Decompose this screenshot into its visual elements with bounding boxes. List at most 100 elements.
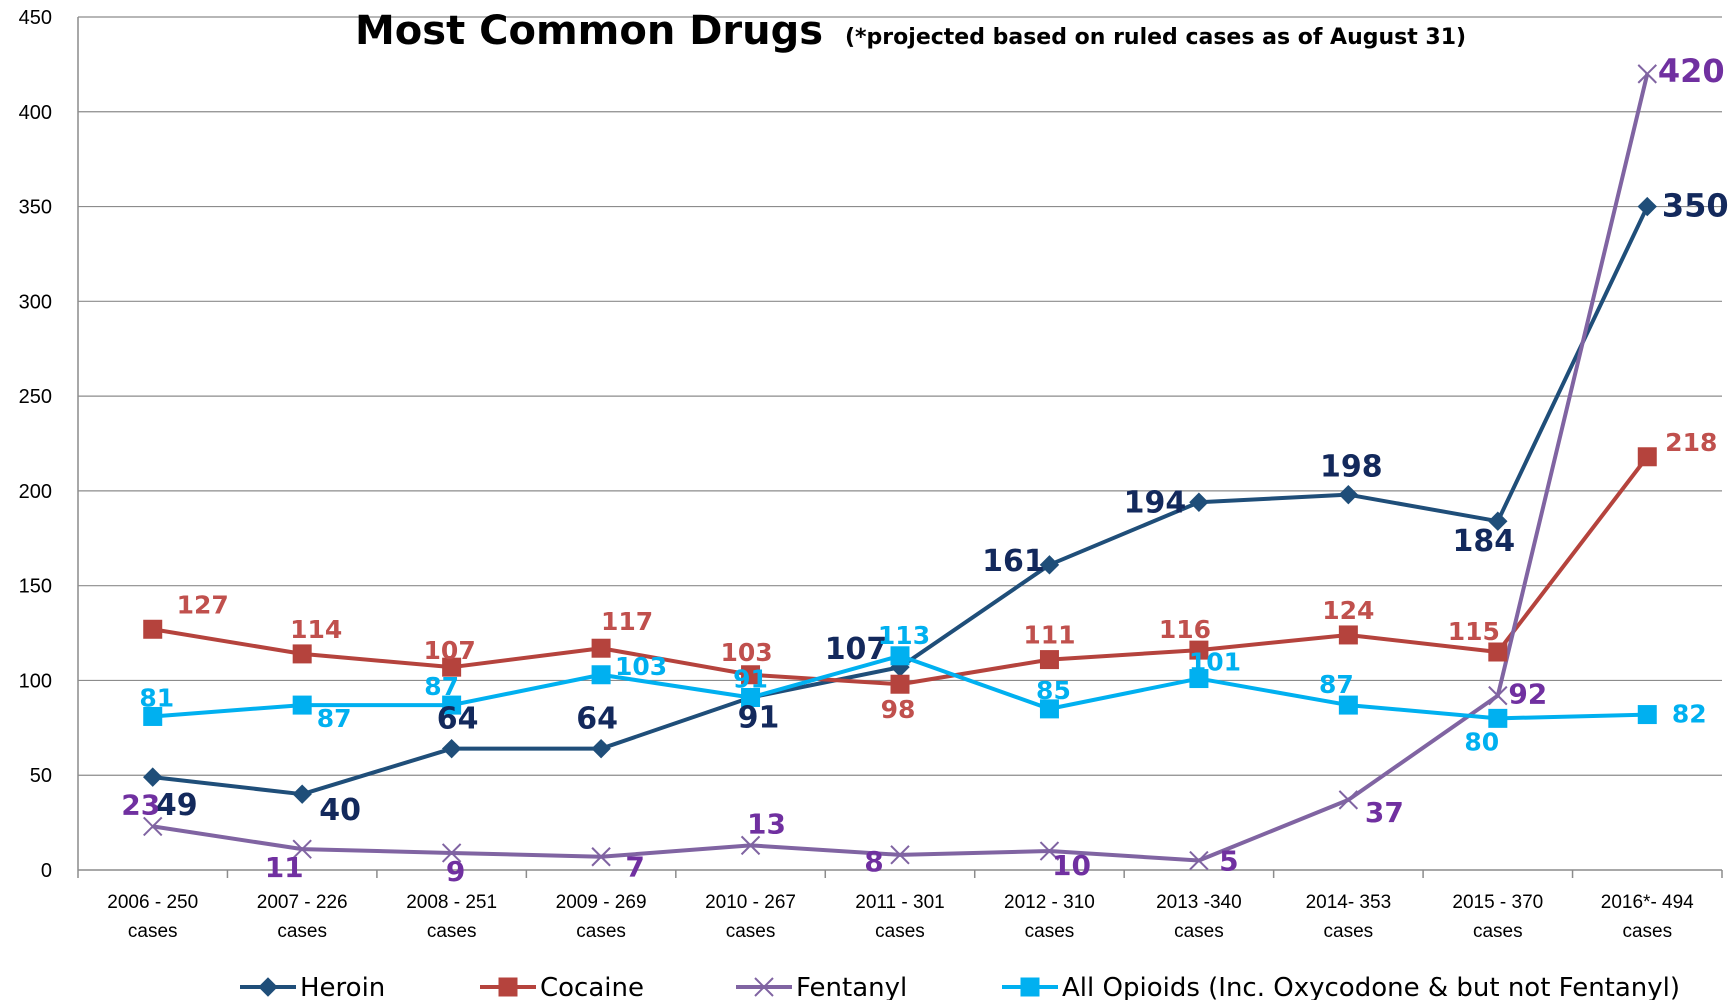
data-label-all: 87 — [1319, 670, 1354, 699]
data-label-all: 103 — [615, 652, 667, 681]
legend: Heroin Cocaine Fentanyl All Opioids (Inc. O… — [240, 973, 1680, 1000]
data-point-heroin — [1189, 492, 1209, 512]
data-point-cocaine — [1637, 447, 1657, 467]
data-point-cocaine — [292, 644, 312, 664]
x-tick-label: cases — [427, 921, 477, 942]
legend-marker — [754, 977, 774, 997]
data-label-cocaine: 115 — [1448, 617, 1500, 646]
data-label-heroin: 64 — [437, 702, 479, 737]
data-point-fentanyl — [1039, 841, 1060, 861]
data-label-heroin: 40 — [319, 793, 361, 828]
x-tick-label: cases — [128, 921, 178, 942]
data-point-all — [143, 706, 163, 726]
data-label-cocaine: 114 — [290, 615, 342, 644]
x-tick-label: cases — [1473, 921, 1523, 942]
y-tick-label: 300 — [19, 291, 52, 313]
y-tick-label: 400 — [19, 102, 52, 124]
data-label-heroin: 107 — [825, 632, 888, 667]
legend-marker — [258, 977, 278, 997]
series-lines — [152, 73, 1650, 863]
data-point-all — [1338, 695, 1358, 715]
data-point-cocaine — [1338, 625, 1358, 645]
data-point-heroin — [1039, 555, 1060, 575]
x-tick-label: 2009 - 269 — [556, 892, 647, 913]
data-point-cocaine — [1039, 650, 1059, 670]
data-label-fentanyl: 10 — [1052, 849, 1091, 882]
data-label-fentanyl: 5 — [1219, 845, 1238, 878]
data-point-heroin — [143, 767, 163, 787]
data-point-fentanyl — [740, 835, 761, 856]
x-tick-label: 2010 - 267 — [705, 892, 796, 913]
data-label-fentanyl: 11 — [265, 851, 304, 884]
data-label-heroin: 198 — [1320, 450, 1383, 485]
data-point-cocaine — [890, 674, 910, 694]
data-point-fentanyl — [441, 843, 462, 863]
data-label-cocaine: 103 — [720, 638, 772, 667]
data-label-all: 82 — [1672, 700, 1707, 729]
data-point-all — [741, 688, 761, 708]
data-point-heroin — [441, 738, 462, 759]
y-tick-label: 200 — [19, 481, 52, 503]
x-tick-labels: 2006 - 250 cases 2007 - 226 cases 2008 - 251… — [107, 892, 1694, 942]
axes — [77, 17, 1723, 878]
x-tick-label: 2011 - 301 — [855, 892, 944, 913]
data-point-fentanyl — [292, 839, 312, 859]
y-tick-labels: 0 50 100 150 200 250 300 350 400 450 — [19, 7, 52, 882]
y-tick-label: 350 — [19, 197, 52, 219]
x-tick-label: cases — [726, 921, 776, 942]
data-point-all — [442, 695, 462, 715]
legend-label: Cocaine — [540, 973, 644, 1000]
data-point-cocaine — [591, 638, 611, 658]
data-label-fentanyl: 9 — [446, 855, 465, 888]
data-point-cocaine — [741, 665, 761, 685]
legend-label: Fentanyl — [796, 973, 907, 1000]
x-tick-label: 2006 - 250 — [107, 892, 198, 913]
x-tick-label: cases — [576, 921, 626, 942]
data-point-all — [1488, 708, 1508, 728]
y-tick-label: 450 — [19, 7, 52, 29]
y-tick-label: 100 — [19, 670, 52, 692]
chart-title: Most Common Drugs — [355, 8, 823, 54]
data-point-all — [591, 665, 611, 685]
x-tick-label: cases — [1324, 921, 1374, 942]
data-point-fentanyl — [143, 816, 163, 837]
data-label-heroin: 184 — [1453, 524, 1516, 559]
data-point-fentanyl — [890, 845, 910, 865]
data-label-heroin: 91 — [738, 701, 780, 736]
x-tick-label: 2012 - 310 — [1004, 892, 1095, 913]
data-label-all: 87 — [424, 672, 459, 701]
data-point-cocaine — [442, 657, 462, 677]
data-label-fentanyl: 8 — [864, 845, 883, 878]
data-label-fentanyl: 13 — [747, 807, 786, 840]
x-tick-label: 2015 - 370 — [1452, 892, 1543, 913]
data-point-fentanyl — [1189, 850, 1209, 871]
legend-marker — [498, 977, 518, 997]
data-label-cocaine: 98 — [881, 695, 916, 724]
data-label-cocaine: 116 — [1159, 615, 1211, 644]
data-label-fentanyl: 92 — [1508, 678, 1547, 711]
data-point-fentanyl — [1488, 685, 1508, 706]
data-label-cocaine: 124 — [1322, 596, 1374, 625]
data-point-fentanyl — [591, 847, 611, 867]
data-label-all: 113 — [878, 621, 930, 650]
data-label-fentanyl: 37 — [1365, 796, 1404, 829]
x-tick-label: cases — [1174, 921, 1224, 942]
data-label-heroin: 64 — [576, 702, 618, 737]
data-point-heroin — [1488, 511, 1508, 531]
x-tick-label: 2013 -340 — [1156, 892, 1242, 913]
data-point-cocaine — [143, 619, 163, 639]
data-point-heroin — [1637, 196, 1657, 217]
data-label-fentanyl: 23 — [121, 788, 160, 821]
data-point-fentanyl — [1338, 790, 1359, 810]
y-tick-label: 150 — [19, 576, 52, 598]
x-tick-label: cases — [1025, 921, 1075, 942]
data-label-all: 80 — [1464, 727, 1499, 756]
x-tick-label: cases — [277, 921, 327, 942]
data-label-all: 101 — [1189, 648, 1241, 677]
data-label-cocaine: 117 — [601, 607, 653, 636]
data-label-heroin: 194 — [1124, 485, 1187, 520]
y-tick-label: 250 — [19, 386, 52, 408]
data-label-fentanyl: 7 — [625, 851, 644, 884]
data-point-all — [1637, 705, 1657, 725]
